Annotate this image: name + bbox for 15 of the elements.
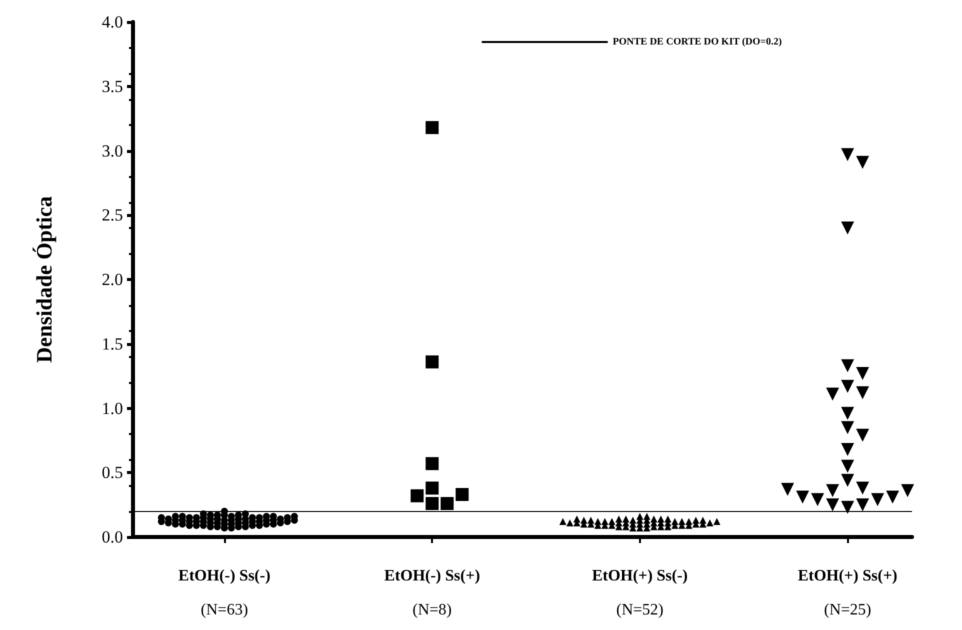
y-tick-label: 3.5: [102, 76, 123, 96]
y-tick-label: 0.0: [102, 528, 123, 546]
y-tick-label: 1.5: [102, 334, 123, 354]
x-tick-label: EtOH(+) Ss(+) (N=25): [798, 568, 898, 618]
x-tick-label: EtOH(-) Ss(+) (N=8): [384, 568, 480, 618]
y-tick-label: 2.0: [102, 270, 123, 289]
y-tick-label: 0.5: [102, 463, 123, 482]
y-tick-label: 3.0: [102, 141, 123, 160]
y-tick-label: 4.0: [102, 12, 123, 32]
y-axis-title: Densidade Óptica: [32, 196, 56, 363]
x-tick-label: EtOH(+) Ss(-) (N=52): [592, 568, 688, 618]
x-tick-label: EtOH(-) Ss(-) (N=63): [178, 568, 270, 618]
ref-line-label: PONTE DE CORTE DO KIT (DO=0.2): [612, 36, 782, 48]
y-tick-label: 2.5: [102, 206, 123, 225]
y-tick-label: 1.0: [102, 398, 123, 418]
